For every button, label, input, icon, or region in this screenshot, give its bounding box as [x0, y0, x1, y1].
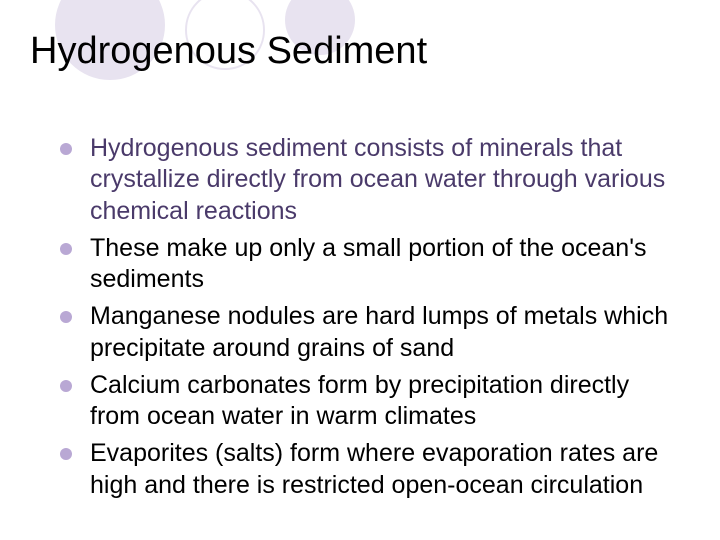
bullet-text: Manganese nodules are hard lumps of meta… — [90, 301, 680, 364]
bullet-icon — [60, 380, 72, 392]
list-item: Calcium carbonates form by precipitation… — [60, 370, 680, 433]
bullet-text: Evaporites (salts) form where evaporatio… — [90, 438, 680, 501]
bullet-icon — [60, 243, 72, 255]
bullet-text: These make up only a small portion of th… — [90, 233, 680, 296]
bullet-text: Calcium carbonates form by precipitation… — [90, 370, 680, 433]
bullet-list: Hydrogenous sediment consists of mineral… — [30, 133, 680, 501]
slide-content: Hydrogenous Sediment Hydrogenous sedimen… — [0, 0, 720, 537]
bullet-icon — [60, 311, 72, 323]
list-item: These make up only a small portion of th… — [60, 233, 680, 296]
bullet-icon — [60, 143, 72, 155]
bullet-icon — [60, 448, 72, 460]
slide-title: Hydrogenous Sediment — [30, 30, 680, 73]
bullet-text: Hydrogenous sediment consists of mineral… — [90, 133, 680, 227]
list-item: Hydrogenous sediment consists of mineral… — [60, 133, 680, 227]
list-item: Manganese nodules are hard lumps of meta… — [60, 301, 680, 364]
list-item: Evaporites (salts) form where evaporatio… — [60, 438, 680, 501]
